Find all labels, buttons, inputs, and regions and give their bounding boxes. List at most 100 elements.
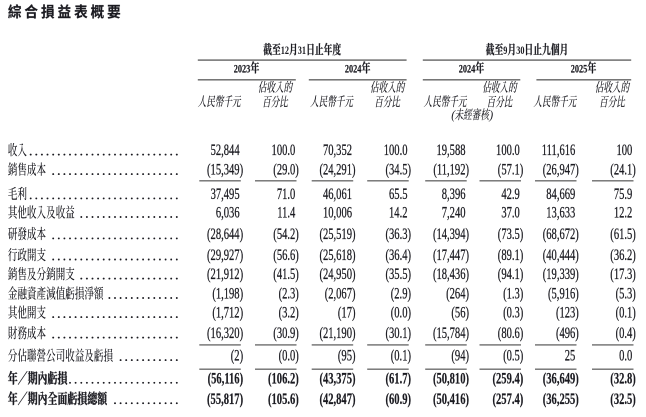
svg-text:(30.1): (30.1)	[385, 324, 411, 343]
svg-text:13,633: 13,633	[546, 203, 575, 221]
svg-text:(80.6): (80.6)	[498, 324, 524, 343]
svg-text:(28,644): (28,644)	[207, 225, 243, 244]
svg-text:(36,255): (36,255)	[543, 390, 579, 409]
svg-text:(50,810): (50,810)	[433, 369, 469, 388]
svg-text:42.9: 42.9	[501, 185, 520, 203]
svg-text:(25,519): (25,519)	[319, 225, 355, 244]
svg-text:(11,192): (11,192)	[433, 161, 469, 180]
svg-text:(17,447): (17,447)	[433, 246, 469, 265]
svg-text:(0.0): (0.0)	[279, 347, 299, 366]
svg-text:12.2: 12.2	[614, 203, 633, 221]
svg-text:(95): (95)	[338, 347, 356, 366]
svg-text:(54.2): (54.2)	[273, 225, 299, 244]
svg-text:(: (	[451, 108, 456, 123]
svg-text:(73.5): (73.5)	[498, 225, 524, 244]
svg-text:(5,916): (5,916)	[548, 284, 579, 303]
svg-text:(24,291): (24,291)	[319, 161, 355, 180]
svg-text:2024: 2024	[459, 63, 475, 76]
svg-text:7,240: 7,240	[442, 203, 466, 221]
svg-text:(15,784): (15,784)	[433, 324, 469, 343]
svg-text:(2,067): (2,067)	[325, 284, 356, 303]
svg-text:75.9: 75.9	[614, 185, 633, 203]
svg-text:(42,847): (42,847)	[319, 390, 355, 409]
svg-text:(1,712): (1,712)	[212, 304, 243, 323]
svg-text:(61.7): (61.7)	[385, 369, 411, 388]
svg-text:(0.4): (0.4)	[616, 324, 636, 343]
svg-text:100.0: 100.0	[496, 141, 520, 159]
svg-text:(2.9): (2.9)	[391, 284, 411, 303]
svg-text:46,061: 46,061	[323, 185, 352, 203]
svg-text:(264): (264)	[446, 284, 469, 303]
svg-text:(0.0): (0.0)	[391, 304, 411, 323]
svg-text:(94.1): (94.1)	[498, 265, 524, 284]
svg-text:(18,436): (18,436)	[433, 265, 469, 284]
svg-text:(26,947): (26,947)	[543, 161, 579, 180]
svg-text:(56,116): (56,116)	[208, 369, 243, 388]
svg-text:(5.3): (5.3)	[616, 284, 636, 303]
svg-text:(21,912): (21,912)	[207, 265, 243, 284]
svg-text:(32.8): (32.8)	[610, 369, 636, 388]
svg-text:111,616: 111,616	[542, 141, 576, 159]
svg-text:100.0: 100.0	[384, 141, 408, 159]
svg-text:(259.4): (259.4)	[493, 369, 524, 388]
svg-text:2024: 2024	[345, 63, 361, 76]
svg-text:(25,618): (25,618)	[319, 246, 355, 265]
svg-text:(57.1): (57.1)	[498, 161, 524, 180]
svg-text:10,006: 10,006	[323, 203, 352, 221]
svg-text:(61.5): (61.5)	[610, 225, 636, 244]
svg-text:(29.0): (29.0)	[273, 161, 299, 180]
svg-text:2025: 2025	[571, 63, 587, 76]
svg-text:(29,927): (29,927)	[207, 246, 243, 265]
svg-text:(3.2): (3.2)	[279, 304, 299, 323]
svg-text:(19,339): (19,339)	[543, 265, 579, 284]
svg-text:(36.2): (36.2)	[610, 246, 636, 265]
svg-text:25: 25	[565, 347, 576, 365]
svg-text:(89.1): (89.1)	[498, 246, 524, 265]
svg-text:(14,394): (14,394)	[433, 225, 469, 244]
svg-text:100.0: 100.0	[272, 141, 296, 159]
svg-text:(0.1): (0.1)	[616, 304, 636, 323]
svg-text:(123): (123)	[556, 304, 579, 323]
svg-text:(36.4): (36.4)	[385, 246, 411, 265]
svg-text:30: 30	[516, 45, 524, 58]
svg-text:(496): (496)	[556, 324, 579, 343]
svg-text:0.0: 0.0	[619, 347, 632, 365]
svg-text:(17): (17)	[338, 304, 356, 323]
svg-text:71.0: 71.0	[277, 185, 296, 203]
svg-text:37.0: 37.0	[501, 203, 520, 221]
svg-text:84,669: 84,669	[546, 185, 575, 203]
svg-text:(0.5): (0.5)	[503, 347, 523, 366]
svg-text:(24.1): (24.1)	[610, 161, 636, 180]
svg-text:70,352: 70,352	[323, 141, 352, 159]
svg-text:(0.1): (0.1)	[391, 347, 411, 366]
svg-text:(32.5): (32.5)	[610, 390, 636, 409]
svg-text:(21,190): (21,190)	[319, 324, 355, 343]
svg-text:(30.9): (30.9)	[273, 324, 299, 343]
svg-text:(16,320): (16,320)	[207, 324, 243, 343]
svg-text:(40,444): (40,444)	[543, 246, 579, 265]
svg-text:(257.4): (257.4)	[493, 390, 524, 409]
svg-text:37,495: 37,495	[211, 185, 240, 203]
svg-text:(50,416): (50,416)	[433, 390, 469, 409]
svg-text:6,036: 6,036	[216, 203, 240, 221]
svg-text:(68,672): (68,672)	[543, 225, 579, 244]
svg-text:65.5: 65.5	[389, 185, 408, 203]
svg-text:100: 100	[616, 141, 632, 159]
svg-text:(17.3): (17.3)	[610, 265, 636, 284]
svg-text:(1,198): (1,198)	[212, 284, 243, 303]
svg-text:(35.5): (35.5)	[385, 265, 411, 284]
svg-text:): )	[488, 108, 493, 123]
svg-text:(43,375): (43,375)	[319, 369, 355, 388]
svg-text:11.4: 11.4	[277, 203, 295, 221]
svg-text:(15,349): (15,349)	[207, 161, 243, 180]
svg-text:(41.5): (41.5)	[273, 265, 299, 284]
svg-text:12: 12	[281, 45, 289, 58]
svg-text:9: 9	[503, 45, 507, 58]
svg-text:(2.3): (2.3)	[279, 284, 299, 303]
svg-text:19,588: 19,588	[436, 141, 465, 159]
svg-text:(56): (56)	[451, 304, 469, 323]
svg-text:(34.5): (34.5)	[385, 161, 411, 180]
svg-text:(94): (94)	[451, 347, 469, 366]
svg-text:(60.9): (60.9)	[385, 390, 411, 409]
svg-text:(105.6): (105.6)	[268, 390, 299, 409]
